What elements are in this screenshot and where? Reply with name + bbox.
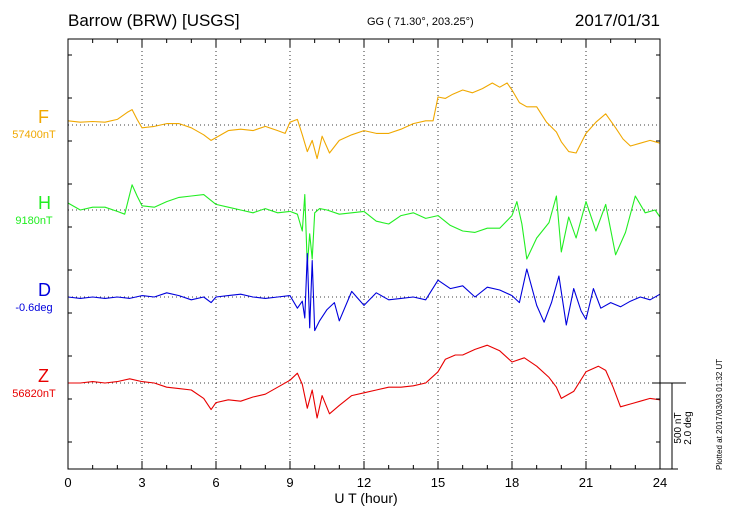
channel-baseline-f: 57400nT <box>12 129 56 141</box>
x-tick-label: 12 <box>356 475 372 490</box>
x-tick-label: 18 <box>504 475 520 490</box>
x-tick-label: 24 <box>652 475 668 490</box>
x-tick-label: 9 <box>286 475 294 490</box>
x-tick-label: 15 <box>430 475 446 490</box>
x-axis-label: U T (hour) <box>334 490 398 506</box>
x-tick-label: 3 <box>138 475 146 490</box>
x-ticks <box>67 39 661 469</box>
series-lines <box>67 82 661 419</box>
x-tick-label: 21 <box>578 475 594 490</box>
date-label: 2017/01/31 <box>574 11 660 30</box>
scale-bar <box>652 382 686 470</box>
channel-baseline-z: 56820nT <box>12 388 56 400</box>
series-line-z <box>68 344 661 419</box>
x-tick-label: 0 <box>64 475 72 490</box>
plotted-timestamp: Plotted at 2017/03/03 01:32 UT <box>715 358 724 470</box>
channel-name-f: F <box>38 107 49 127</box>
channel-baseline-h: 9180nT <box>15 215 53 227</box>
channel-name-h: H <box>38 193 51 213</box>
x-tick-label: 6 <box>212 475 220 490</box>
geographic-coordinates: GG ( 71.30°, 203.25°) <box>367 16 474 28</box>
station-title: Barrow (BRW) [USGS] <box>68 11 240 30</box>
grid-lines <box>68 39 660 469</box>
scale-bar-label: 500 nT 2.0 deg <box>673 408 694 448</box>
channel-name-z: Z <box>38 366 49 386</box>
series-line-h <box>67 184 661 267</box>
series-line-f <box>67 82 661 160</box>
scale-bar-deg: 2.0 deg <box>683 411 694 445</box>
channel-name-d: D <box>38 280 51 300</box>
channel-baseline-d: -0.6deg <box>15 302 53 314</box>
series-line-d <box>67 253 661 332</box>
